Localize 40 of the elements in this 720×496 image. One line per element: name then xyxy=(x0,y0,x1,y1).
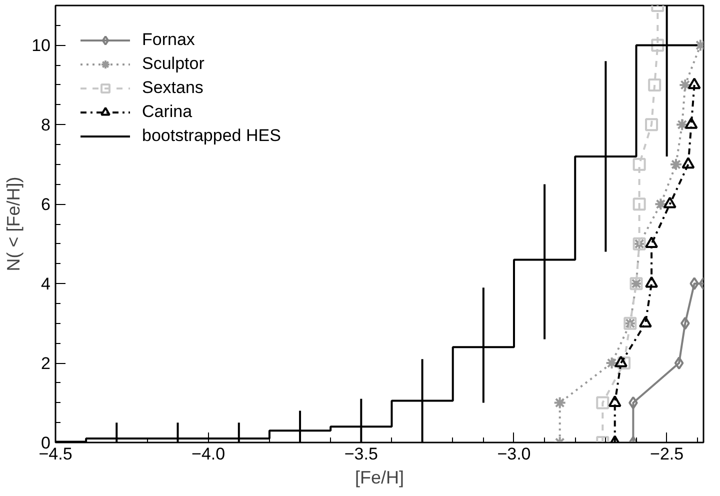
y-tick-label: 6 xyxy=(41,195,51,214)
point xyxy=(654,198,668,211)
point xyxy=(674,356,684,370)
point xyxy=(682,157,695,169)
point xyxy=(614,356,628,368)
legend-label: Carina xyxy=(142,102,192,122)
point xyxy=(645,118,658,132)
point xyxy=(605,356,618,370)
y-tick-label: 8 xyxy=(41,116,51,135)
point xyxy=(678,78,692,92)
legend-label: Fornax xyxy=(142,30,195,50)
x-axis-title: [Fe/H] xyxy=(354,468,404,488)
point xyxy=(596,396,610,410)
y-tick-label: 2 xyxy=(41,354,51,374)
point xyxy=(680,316,690,330)
point xyxy=(688,78,701,90)
y-tick-label: 4 xyxy=(41,274,51,294)
point xyxy=(690,277,699,290)
y-axis-title: N( < [Fe/H]) xyxy=(4,176,24,272)
point xyxy=(632,198,646,211)
legend-label: Sextans xyxy=(142,78,204,98)
y-tick-label: 10 xyxy=(32,36,51,56)
x-tick-label: −3.5 xyxy=(344,444,378,464)
point xyxy=(645,276,658,288)
x-tick-label: −3.0 xyxy=(497,444,531,464)
point xyxy=(648,78,662,92)
x-tick-label: −2.5 xyxy=(650,444,684,464)
point xyxy=(645,236,658,248)
legend-label: bootstrapped HES xyxy=(142,126,281,146)
legend-label: Sculptor xyxy=(142,54,204,74)
point xyxy=(553,396,566,410)
point xyxy=(651,38,664,52)
point xyxy=(684,117,698,129)
point xyxy=(676,118,689,132)
point xyxy=(669,158,682,171)
x-tick-label: −4.0 xyxy=(192,444,226,464)
point xyxy=(663,196,676,208)
point xyxy=(628,396,638,410)
point xyxy=(632,158,646,171)
point xyxy=(618,356,631,370)
